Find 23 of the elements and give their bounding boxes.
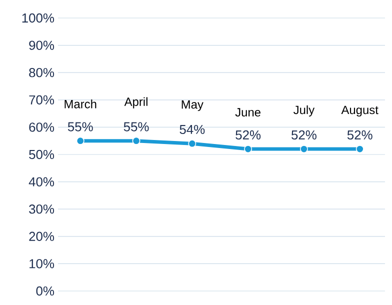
text: 52% <box>292 130 316 140</box>
text: 55% <box>124 122 149 132</box>
text: 55% <box>68 122 93 132</box>
y-tick-label: 50% <box>29 150 54 160</box>
x-tick-label: June <box>235 108 260 117</box>
x-tick-label: July <box>294 105 315 117</box>
y-tick-label: 10% <box>30 259 54 268</box>
text: 52% <box>347 130 372 140</box>
y-tick-label: 80% <box>29 68 54 78</box>
x-tick-label: May <box>182 100 204 112</box>
y-tick-label: 70% <box>29 95 54 104</box>
y-tick-label: 90% <box>29 40 54 50</box>
y-tick-label: 100% <box>22 13 54 23</box>
text: 54% <box>180 124 205 134</box>
y-tick-label: 30% <box>29 204 54 214</box>
x-tick-label: August <box>341 106 378 117</box>
x-tick-label: April <box>124 97 148 108</box>
y-tick-label: 60% <box>29 122 54 132</box>
y-tick-label: 40% <box>28 177 54 186</box>
y-tick-label: 0% <box>36 286 54 296</box>
y-tick-label: 20% <box>29 232 54 241</box>
x-tick-label: March <box>64 100 96 108</box>
text: 52% <box>236 130 261 140</box>
